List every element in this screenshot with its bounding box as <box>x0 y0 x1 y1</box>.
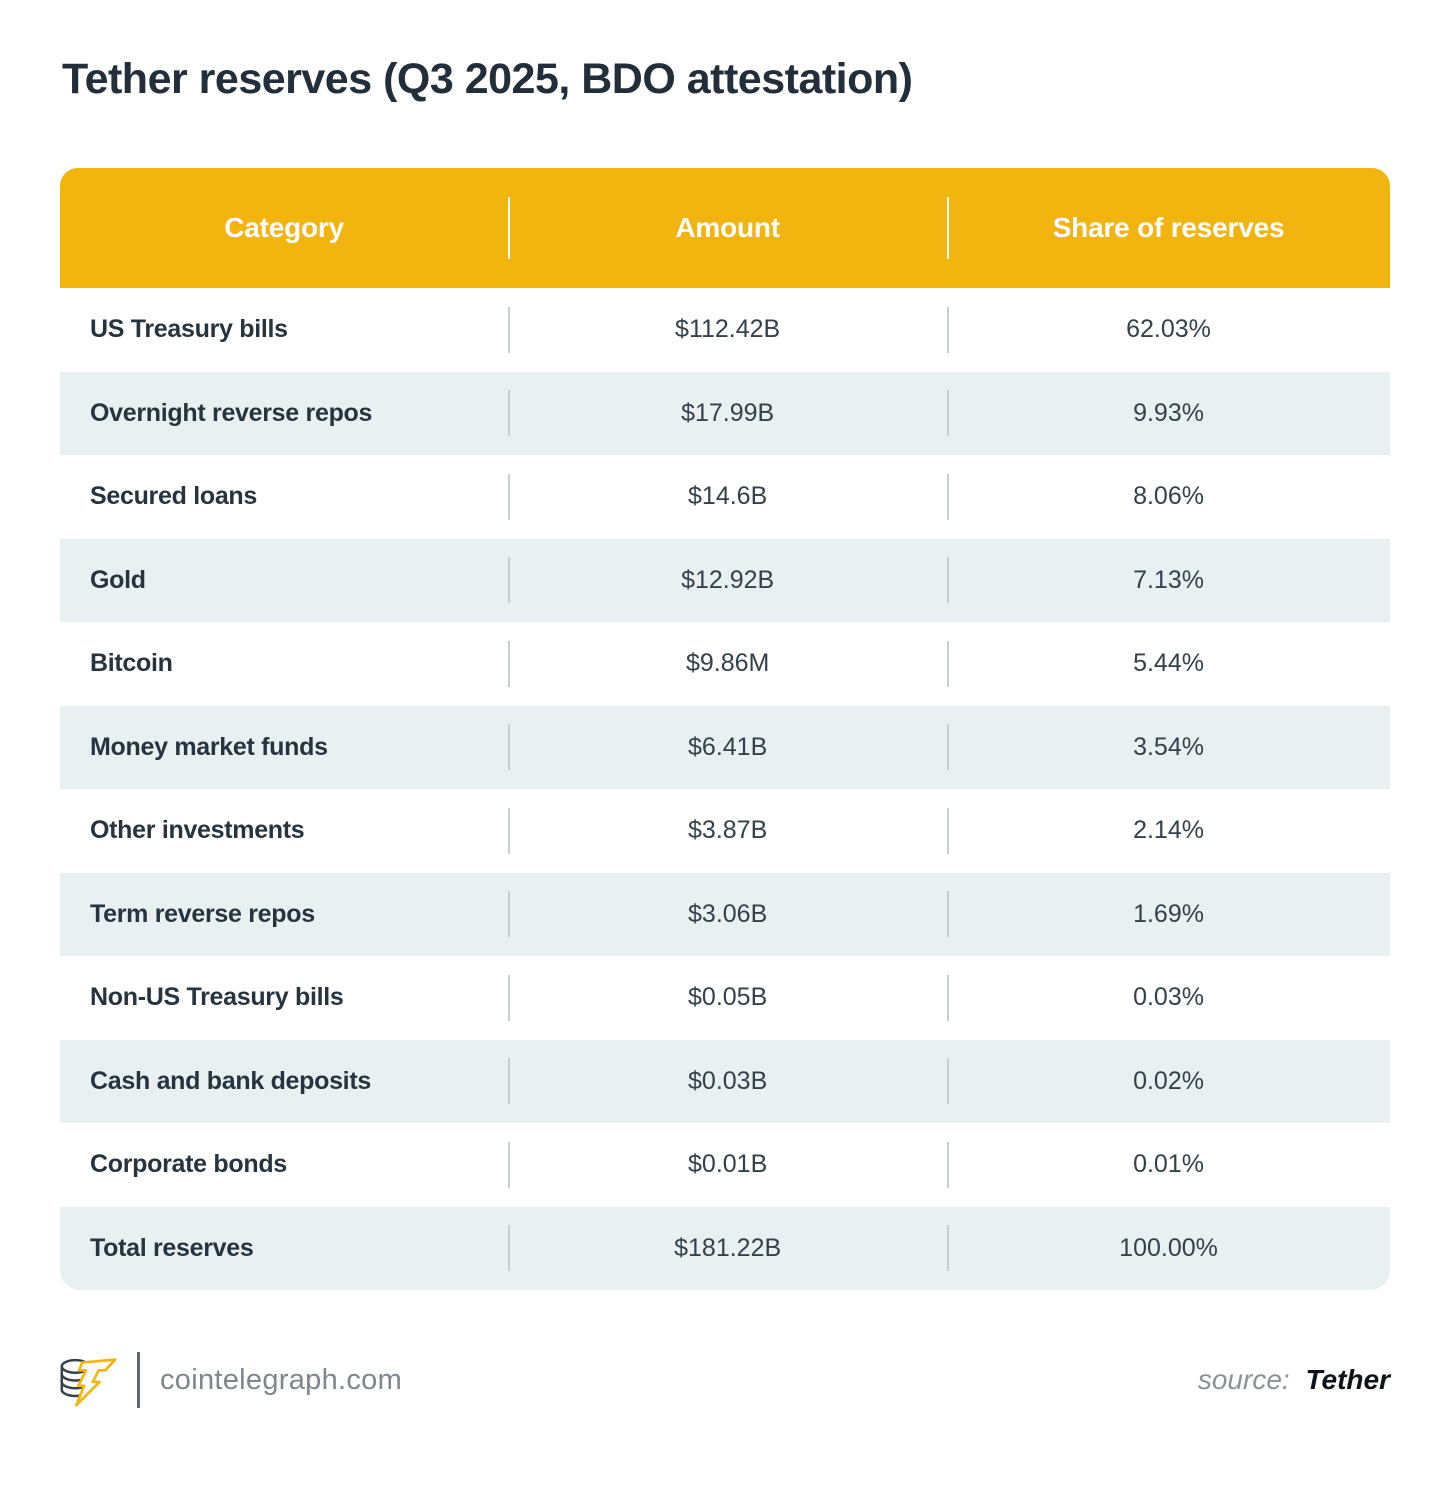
column-header-amount: Amount <box>508 168 947 288</box>
category-cell: Gold <box>90 565 146 594</box>
category-cell: Secured loans <box>90 482 257 510</box>
table-row: Bitcoin $9.86M 5.44% <box>60 622 1390 706</box>
category-cell: Cash and bank deposits <box>90 1066 371 1095</box>
amount-cell: $3.06B <box>508 873 947 957</box>
amount-cell: $17.99B <box>508 372 947 456</box>
amount-cell: $0.03B <box>508 1040 947 1124</box>
category-cell: Corporate bonds <box>90 1150 287 1178</box>
source-label: source: <box>1197 1364 1290 1395</box>
amount-cell: $181.22B <box>508 1207 947 1291</box>
category-cell: Term reverse repos <box>90 899 315 928</box>
infographic: Tether reserves (Q3 2025, BDO attestatio… <box>0 55 1450 1510</box>
footer-divider <box>137 1352 140 1408</box>
table-row: Other investments $3.87B 2.14% <box>60 789 1390 873</box>
share-cell: 0.02% <box>947 1040 1390 1124</box>
category-cell: Bitcoin <box>90 649 173 677</box>
footer: cointelegraph.com source: Tether <box>55 1347 1390 1413</box>
brand-block: cointelegraph.com <box>55 1350 402 1410</box>
source-value: Tether <box>1305 1364 1390 1395</box>
amount-cell: $0.01B <box>508 1123 947 1207</box>
page-title: Tether reserves (Q3 2025, BDO attestatio… <box>62 55 913 103</box>
table-row: Overnight reverse repos $17.99B 9.93% <box>60 371 1390 456</box>
share-cell: 9.93% <box>947 372 1390 456</box>
table-row: Term reverse repos $3.06B 1.69% <box>60 872 1390 957</box>
table-row: Gold $12.92B 7.13% <box>60 538 1390 623</box>
category-cell: US Treasury bills <box>90 315 288 343</box>
table-row: Cash and bank deposits $0.03B 0.02% <box>60 1039 1390 1124</box>
table-row: Money market funds $6.41B 3.54% <box>60 705 1390 790</box>
category-cell: Other investments <box>90 816 305 844</box>
amount-cell: $12.92B <box>508 539 947 623</box>
source-attribution: source: Tether <box>1198 1364 1390 1396</box>
amount-cell: $14.6B <box>508 455 947 539</box>
category-cell: Money market funds <box>90 732 328 761</box>
table-header-row: Category Amount Share of reserves <box>60 168 1390 288</box>
reserves-table: Category Amount Share of reserves US Tre… <box>60 168 1390 1290</box>
amount-cell: $112.42B <box>508 288 947 372</box>
table-row: Non-US Treasury bills $0.05B 0.03% <box>60 956 1390 1040</box>
amount-cell: $6.41B <box>508 706 947 790</box>
category-cell: Non-US Treasury bills <box>90 983 344 1011</box>
share-cell: 7.13% <box>947 539 1390 623</box>
share-cell: 3.54% <box>947 706 1390 790</box>
site-url: cointelegraph.com <box>160 1363 403 1396</box>
share-cell: 100.00% <box>947 1207 1390 1291</box>
table-row: Secured loans $14.6B 8.06% <box>60 455 1390 539</box>
column-header-share: Share of reserves <box>947 168 1390 288</box>
amount-cell: $0.05B <box>508 956 947 1040</box>
share-cell: 5.44% <box>947 622 1390 706</box>
table-row: Corporate bonds $0.01B 0.01% <box>60 1123 1390 1207</box>
table-row: US Treasury bills $112.42B 62.03% <box>60 288 1390 372</box>
cointelegraph-coins-lightning-icon <box>60 1358 117 1407</box>
category-cell: Overnight reverse repos <box>90 398 373 427</box>
table-body: US Treasury bills $112.42B 62.03% Overni… <box>60 288 1390 1290</box>
share-cell: 0.01% <box>947 1123 1390 1207</box>
column-header-category: Category <box>224 212 344 243</box>
amount-cell: $9.86M <box>508 622 947 706</box>
table-row-total: Total reserves $181.22B 100.00% <box>60 1206 1390 1291</box>
share-cell: 62.03% <box>947 288 1390 372</box>
share-cell: 8.06% <box>947 455 1390 539</box>
share-cell: 0.03% <box>947 956 1390 1040</box>
amount-cell: $3.87B <box>508 789 947 873</box>
share-cell: 2.14% <box>947 789 1390 873</box>
share-cell: 1.69% <box>947 873 1390 957</box>
category-cell: Total reserves <box>90 1233 254 1262</box>
